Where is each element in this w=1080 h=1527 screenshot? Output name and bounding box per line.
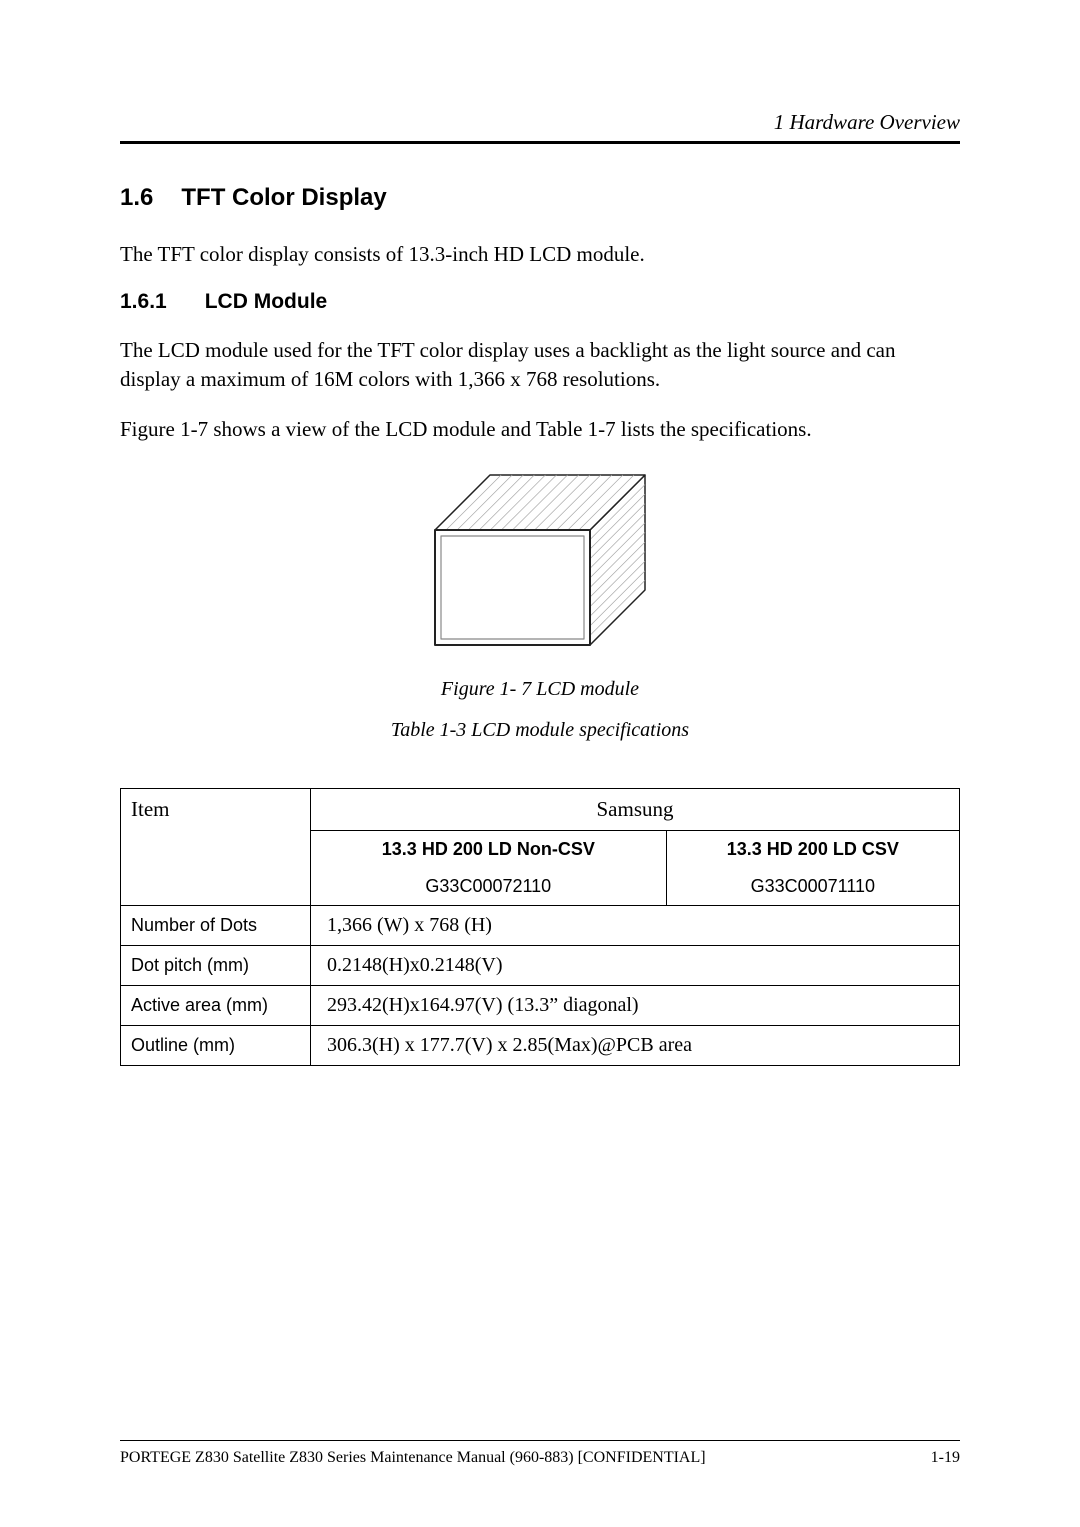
row2-value: 0.2148(H)x0.2148(V) [311,946,960,986]
page: 1 Hardware Overview 1.6 TFT Color Display… [0,0,1080,1527]
section-heading: 1.6 TFT Color Display [120,184,960,212]
lcd-module-diagram [425,465,655,665]
subsection-title: LCD Module [205,290,327,313]
row4-label: Outline (mm) [121,1026,311,1066]
footer-right: 1-19 [931,1449,960,1467]
row4-value: 306.3(H) x 177.7(V) x 2.85(Max)@PCB area [311,1026,960,1066]
model1-partnum: G33C00072110 [311,868,667,906]
row3-value: 293.42(H)x164.97(V) (13.3” diagonal) [311,986,960,1026]
model1-header: 13.3 HD 200 LD Non-CSV [311,831,667,869]
figure-caption: Figure 1- 7 LCD module [120,678,960,701]
subsection-p2: Figure 1-7 shows a view of the LCD modul… [120,415,960,443]
page-footer: PORTEGE Z830 Satellite Z830 Series Maint… [120,1440,960,1467]
section-intro: The TFT color display consists of 13.3-i… [120,240,960,268]
table-caption: Table 1-3 LCD module specifications [120,719,960,742]
spec-table: Item Samsung 13.3 HD 200 LD Non-CSV 13.3… [120,788,960,1066]
subsection-number: 1.6.1 [120,290,167,313]
divider-top [120,141,960,144]
chapter-header: 1 Hardware Overview [120,110,960,135]
subsection-p1: The LCD module used for the TFT color di… [120,336,960,393]
row1-label: Number of Dots [121,906,311,946]
figure-lcd-module [120,465,960,670]
row1-value: 1,366 (W) x 768 (H) [311,906,960,946]
subsection-heading: 1.6.1 LCD Module [120,290,960,314]
row2-label: Dot pitch (mm) [121,946,311,986]
table-row: Number of Dots 1,366 (W) x 768 (H) [121,906,960,946]
row3-label: Active area (mm) [121,986,311,1026]
model2-partnum: G33C00071110 [666,868,959,906]
section-number: 1.6 [120,184,153,211]
model2-header: 13.3 HD 200 LD CSV [666,831,959,869]
table-row: Dot pitch (mm) 0.2148(H)x0.2148(V) [121,946,960,986]
vendor-header: Samsung [311,789,960,831]
table-row: Outline (mm) 306.3(H) x 177.7(V) x 2.85(… [121,1026,960,1066]
footer-left: PORTEGE Z830 Satellite Z830 Series Maint… [120,1449,706,1467]
table-row: Active area (mm) 293.42(H)x164.97(V) (13… [121,986,960,1026]
section-title: TFT Color Display [181,184,386,211]
table-row: Item Samsung [121,789,960,831]
item-header: Item [121,789,311,906]
divider-bottom [120,1440,960,1441]
